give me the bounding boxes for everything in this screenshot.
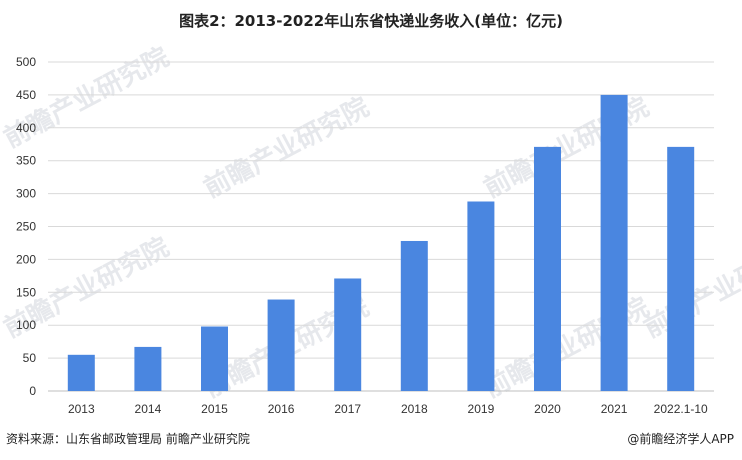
y-axis-ticks: 0 50 100 150 200 250 300 350 400 450 500: [16, 55, 36, 398]
x-tick-label: 2016: [268, 402, 295, 416]
bar: [201, 326, 228, 391]
bar: [267, 299, 295, 391]
watermark-text: 前瞻产业研究院: [199, 91, 374, 204]
bar: [534, 146, 561, 391]
bar: [334, 278, 362, 391]
x-tick-label: 2015: [201, 402, 228, 416]
source-note: 资料来源：山东省邮政管理局 前瞻产业研究院: [6, 432, 250, 446]
x-tick-label: 2019: [468, 402, 495, 416]
bar: [600, 94, 628, 392]
y-tick-label: 200: [16, 252, 36, 266]
bar: [667, 146, 695, 391]
y-tick-label: 500: [16, 55, 36, 69]
x-tick-label: 2017: [334, 402, 361, 416]
y-tick-label: 400: [16, 121, 36, 135]
y-tick-label: 0: [29, 384, 36, 398]
x-tick-label: 2013: [68, 402, 95, 416]
y-tick-label: 250: [16, 220, 36, 234]
watermark-layer: 前瞻产业研究院前瞻产业研究院前瞻产业研究院前瞻产业研究院前瞻产业研究院前瞻产业研…: [0, 41, 742, 404]
watermark-text: 前瞻产业研究院: [479, 291, 654, 404]
y-tick-label: 300: [16, 187, 36, 201]
x-tick-label: 2021: [601, 402, 628, 416]
bar: [134, 346, 162, 391]
chart-title: 图表2：2013-2022年山东省快递业务收入(单位：亿元): [179, 12, 563, 30]
y-tick-label: 50: [23, 351, 37, 365]
x-tick-label: 2018: [401, 402, 428, 416]
bar: [67, 354, 95, 391]
bars: [67, 94, 695, 392]
x-tick-label: 2022.1-10: [654, 402, 708, 416]
y-tick-label: 100: [16, 318, 36, 332]
bar: [467, 201, 495, 391]
x-tick-label: 2014: [135, 402, 162, 416]
brand-credit: @前瞻经济学人APP: [627, 432, 734, 446]
y-tick-label: 450: [16, 88, 36, 102]
bar: [400, 240, 428, 391]
watermark-text: 前瞻产业研究院: [479, 91, 654, 204]
y-tick-label: 150: [16, 285, 36, 299]
x-axis-ticks: 2013 2014 2015 2016 2017 2018 2019 2020 2021 2022…: [68, 402, 708, 416]
y-tick-label: 350: [16, 154, 36, 168]
x-tick-label: 2020: [534, 402, 561, 416]
